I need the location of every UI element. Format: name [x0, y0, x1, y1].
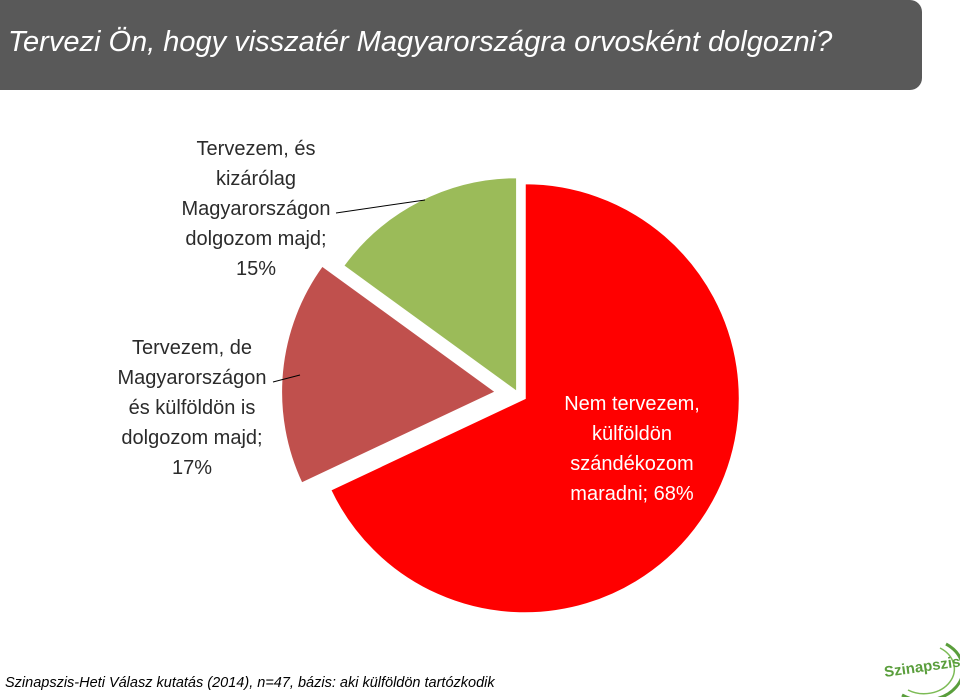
chart-title: Tervezi Ön, hogy visszatér Magyarországr…: [8, 26, 833, 58]
slice-label-3-line: Magyarországon: [182, 198, 331, 220]
slice-label-3-line: dolgozom majd;: [185, 228, 326, 250]
slice-label-2-line: Tervezem, de: [132, 337, 252, 359]
pie-slice-1: [328, 182, 741, 615]
slice-label-2: Tervezem, de Magyarországon és külföldön i…: [118, 337, 267, 479]
slice-label-2-line: Magyarországon: [118, 367, 267, 389]
logo-text: Szinapszis: [883, 653, 960, 681]
slice-label-2-line: dolgozom majd;: [121, 427, 262, 449]
source-note: Szinapszis-Heti Válasz kutatás (2014), n…: [5, 675, 495, 691]
slice-label-3-line: Tervezem, és: [197, 138, 316, 160]
slice-label-3: Tervezem, és kizárólag Magyarországon dolgo…: [182, 138, 331, 280]
slice-label-1-line: szándékozom: [570, 453, 693, 475]
slice-label-3-line: kizárólag: [216, 168, 296, 190]
slice-label-1-line: maradni; 68%: [570, 483, 694, 505]
pie-slice-2: [280, 264, 499, 485]
slice-label-3-line: 15%: [236, 258, 276, 280]
leader-line-3: [335, 199, 426, 214]
slice-label-1: Nem tervezem, külföldön szándékozom maradni…: [564, 393, 700, 505]
slice-label-1-line: külföldön: [592, 423, 672, 445]
slice-label-1-line: Nem tervezem,: [564, 393, 700, 415]
slice-label-2-line: és külföldön is: [129, 397, 256, 419]
leader-line-2: [272, 374, 301, 383]
slice-label-2-line: 17%: [172, 457, 212, 479]
title-bar: Tervezi Ön, hogy visszatér Magyarországr…: [0, 0, 922, 90]
szinapszis-logo: Szinapszis: [883, 642, 960, 697]
logo-swoosh-icon: [901, 642, 960, 697]
logo-swoosh-inner-icon: [907, 647, 956, 695]
